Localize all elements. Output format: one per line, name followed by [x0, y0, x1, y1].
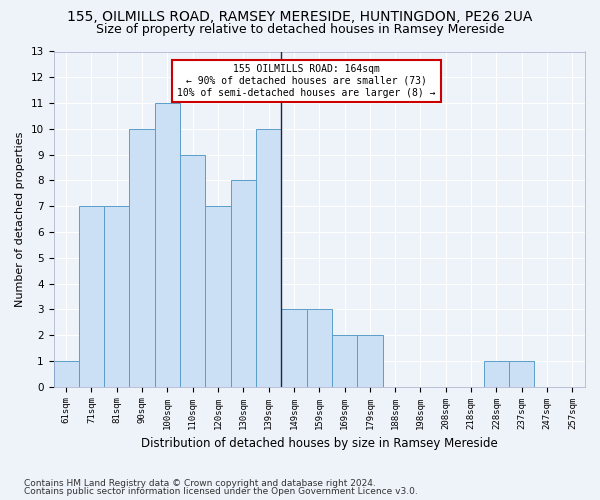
Y-axis label: Number of detached properties: Number of detached properties: [15, 132, 25, 307]
Bar: [79, 206, 104, 386]
Bar: [256, 129, 281, 386]
X-axis label: Distribution of detached houses by size in Ramsey Mereside: Distribution of detached houses by size …: [141, 437, 497, 450]
Bar: [509, 361, 535, 386]
Bar: [180, 154, 205, 386]
Bar: [307, 310, 332, 386]
Text: 155, OILMILLS ROAD, RAMSEY MERESIDE, HUNTINGDON, PE26 2UA: 155, OILMILLS ROAD, RAMSEY MERESIDE, HUN…: [67, 10, 533, 24]
Text: Contains public sector information licensed under the Open Government Licence v3: Contains public sector information licen…: [24, 487, 418, 496]
Bar: [230, 180, 256, 386]
Text: 155 OILMILLS ROAD: 164sqm
← 90% of detached houses are smaller (73)
10% of semi-: 155 OILMILLS ROAD: 164sqm ← 90% of detac…: [178, 64, 436, 98]
Bar: [130, 129, 155, 386]
Bar: [332, 335, 357, 386]
Text: Size of property relative to detached houses in Ramsey Mereside: Size of property relative to detached ho…: [96, 22, 504, 36]
Bar: [281, 310, 307, 386]
Bar: [205, 206, 230, 386]
Bar: [484, 361, 509, 386]
Bar: [104, 206, 130, 386]
Bar: [357, 335, 383, 386]
Text: Contains HM Land Registry data © Crown copyright and database right 2024.: Contains HM Land Registry data © Crown c…: [24, 478, 376, 488]
Bar: [53, 361, 79, 386]
Bar: [155, 103, 180, 387]
